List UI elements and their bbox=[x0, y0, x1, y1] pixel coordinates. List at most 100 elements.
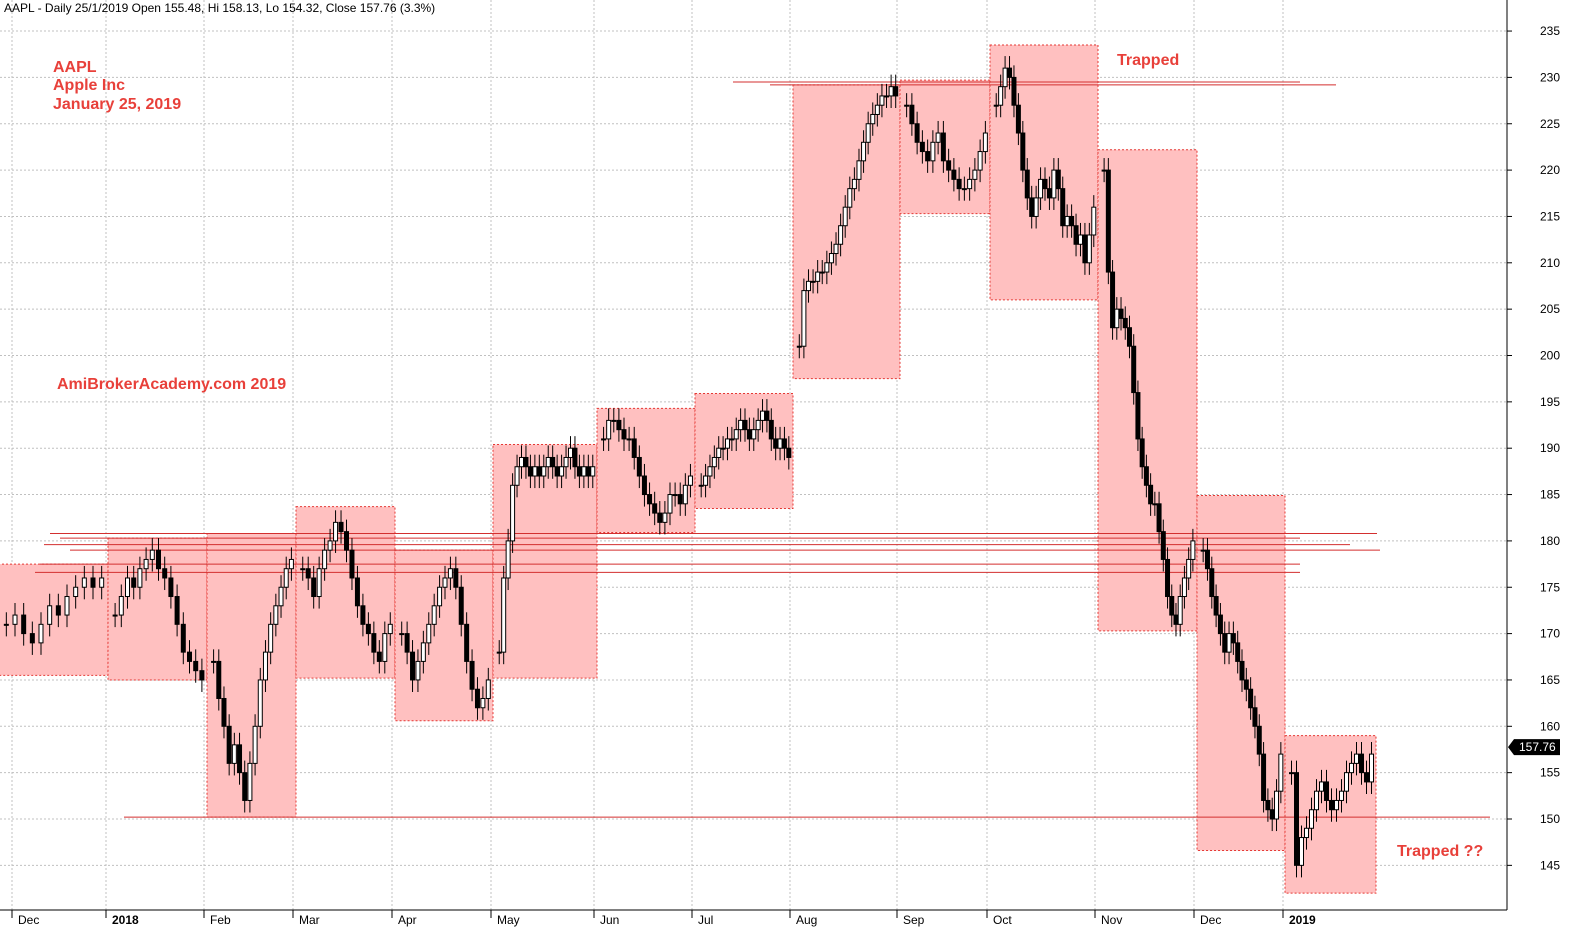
candle bbox=[268, 612, 274, 665]
candle-body bbox=[956, 178, 962, 190]
x-tick-label: Feb bbox=[210, 913, 231, 927]
candle-body bbox=[621, 429, 627, 440]
candle bbox=[1105, 158, 1111, 285]
candle-body bbox=[125, 577, 130, 598]
candle-body bbox=[1033, 197, 1039, 217]
candle-body bbox=[1294, 772, 1299, 866]
candle-body bbox=[1181, 577, 1187, 598]
candle-body bbox=[819, 271, 825, 274]
candle-body bbox=[946, 160, 952, 171]
candle-body bbox=[764, 410, 770, 421]
candle bbox=[925, 139, 931, 173]
candle-body bbox=[652, 503, 658, 514]
y-tick-label: 170 bbox=[1540, 627, 1560, 641]
candle-body bbox=[237, 744, 243, 774]
candle bbox=[64, 584, 70, 628]
candle-body bbox=[469, 660, 475, 690]
candles bbox=[3, 56, 1374, 878]
candle-body bbox=[1169, 596, 1175, 616]
candle-body bbox=[851, 178, 857, 190]
candle-body bbox=[300, 568, 306, 571]
candle bbox=[1354, 742, 1359, 776]
candle bbox=[199, 658, 205, 693]
candle-body bbox=[278, 586, 284, 607]
candle bbox=[360, 593, 366, 637]
y-tick-label: 160 bbox=[1540, 719, 1560, 733]
candle bbox=[870, 102, 876, 136]
candle bbox=[636, 445, 642, 489]
candle bbox=[99, 565, 105, 600]
candle bbox=[716, 436, 722, 470]
candle bbox=[711, 445, 717, 479]
y-tick-label: 230 bbox=[1540, 70, 1560, 84]
candle bbox=[1209, 556, 1215, 609]
y-tick-label: 235 bbox=[1540, 24, 1560, 38]
candle-body bbox=[1160, 531, 1166, 560]
candle-body bbox=[590, 466, 596, 477]
candle bbox=[3, 612, 9, 637]
candle-body bbox=[977, 151, 983, 171]
candle bbox=[474, 677, 480, 720]
candle-body bbox=[810, 280, 816, 283]
candle-body bbox=[410, 651, 416, 681]
candle-body bbox=[226, 725, 232, 764]
candle-body bbox=[1359, 753, 1364, 774]
candle bbox=[1252, 695, 1258, 739]
candle-body bbox=[773, 438, 779, 449]
candle-body bbox=[1002, 67, 1008, 88]
candle-body bbox=[672, 494, 678, 497]
candle-body bbox=[838, 225, 844, 245]
candle bbox=[904, 93, 910, 118]
candle bbox=[431, 593, 437, 637]
candle bbox=[930, 130, 936, 173]
candle bbox=[257, 667, 263, 739]
candle-body bbox=[1118, 308, 1124, 319]
candle-body bbox=[828, 253, 834, 264]
candle-body bbox=[1261, 753, 1267, 801]
candle-body bbox=[847, 188, 853, 208]
candle bbox=[300, 556, 306, 581]
candle bbox=[946, 148, 952, 183]
x-tick-label: Nov bbox=[1101, 913, 1122, 927]
x-tick-label: Dec bbox=[1200, 913, 1221, 927]
candle-body bbox=[1148, 484, 1154, 505]
candle bbox=[815, 260, 821, 294]
candle-body bbox=[545, 456, 551, 468]
candle-body bbox=[746, 429, 752, 440]
candle-body bbox=[1248, 688, 1254, 709]
candle-body bbox=[55, 605, 61, 616]
candle-body bbox=[21, 614, 27, 635]
x-tick-label: Oct bbox=[993, 913, 1012, 927]
candle-body bbox=[81, 577, 87, 588]
candle-body bbox=[180, 623, 186, 653]
candle bbox=[410, 640, 416, 693]
candle-body bbox=[1329, 799, 1334, 811]
candle bbox=[687, 463, 693, 498]
y-tick-label: 205 bbox=[1540, 302, 1560, 316]
candle bbox=[720, 436, 726, 461]
candle bbox=[278, 575, 284, 618]
candle-body bbox=[426, 623, 432, 644]
candle bbox=[47, 593, 53, 637]
candle bbox=[252, 714, 258, 776]
candle-body bbox=[1304, 827, 1309, 839]
candle-body bbox=[961, 188, 967, 191]
y-tick-label: 220 bbox=[1540, 163, 1560, 177]
candle-body bbox=[1122, 317, 1128, 329]
candle-body bbox=[682, 484, 688, 505]
candle-body bbox=[616, 419, 622, 431]
candle-body bbox=[1344, 772, 1349, 792]
candle-body bbox=[824, 262, 830, 273]
candle-body bbox=[532, 466, 538, 477]
candle-body bbox=[193, 660, 199, 672]
candle bbox=[1055, 158, 1061, 201]
candle bbox=[118, 584, 124, 628]
candle bbox=[667, 482, 673, 526]
candle-body bbox=[1269, 809, 1275, 820]
range-box bbox=[694, 393, 794, 509]
candle-body bbox=[354, 577, 360, 607]
candle bbox=[1160, 519, 1166, 572]
candle-body bbox=[12, 614, 18, 625]
candle bbox=[1213, 584, 1219, 628]
candle-body bbox=[338, 521, 344, 533]
